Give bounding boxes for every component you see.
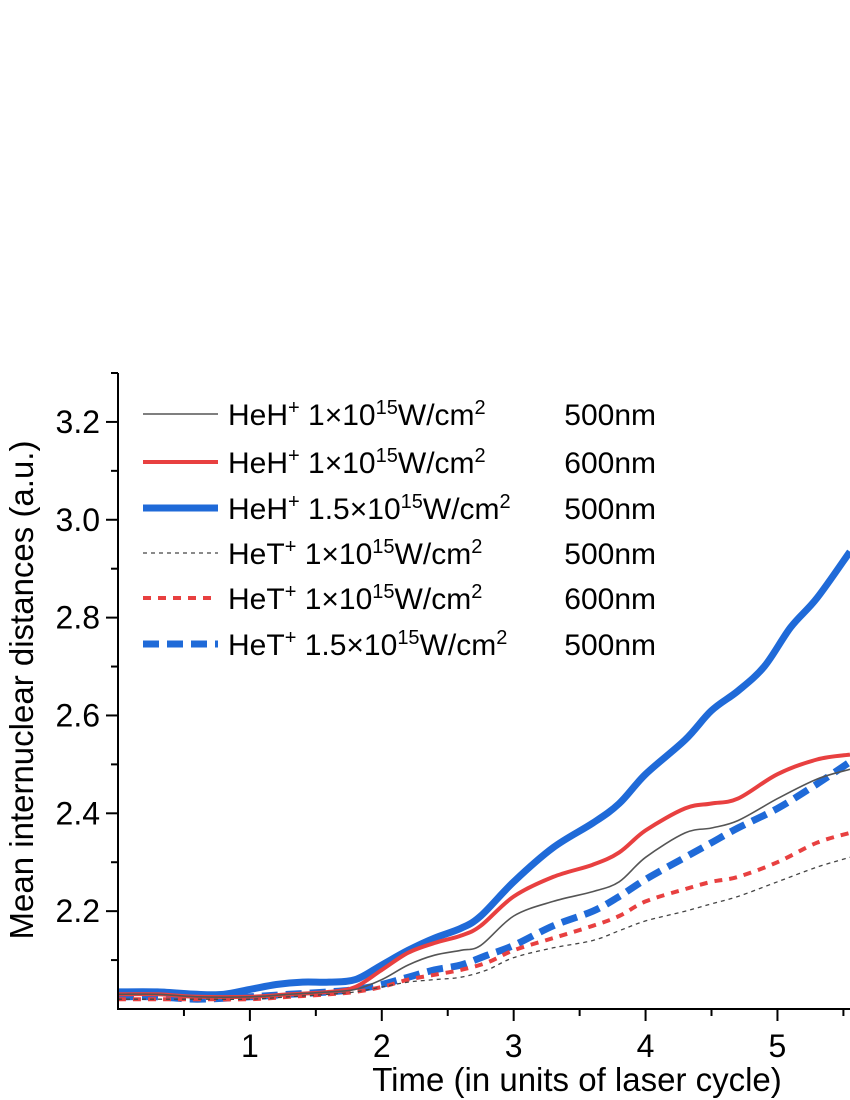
legend-text-part: W/cm [423,493,500,526]
legend-superscript: + [285,627,297,649]
y-tick-label: 2.8 [56,600,100,636]
series-line-2 [118,752,850,1000]
legend-superscript: 15 [372,536,394,558]
plot-lines [118,549,850,1003]
legend-superscript: 15 [376,397,398,419]
legend-text-part: 1×10 [300,399,376,432]
legend-wavelength: 600nm [564,447,656,480]
legend-superscript: 2 [496,627,507,649]
legend-superscript: 15 [376,445,398,467]
x-tick-label: 5 [769,1028,787,1064]
series-line-4 [118,856,850,1001]
legend-label: HeT+ 1×1015W/cm2 [228,536,482,571]
legend-wavelength: 500nm [564,629,656,662]
legend-text-part: W/cm [398,447,475,480]
y-tick-label: 3.0 [56,502,100,538]
legend-superscript: 2 [475,445,486,467]
legend-entry-1: HeH+ 1×1015W/cm2 500nm [143,397,656,432]
legend-text-part: W/cm [420,629,497,662]
legend-label: HeT+ 1×1015W/cm2 [228,581,482,616]
legend-label: HeT+ 1.5×1015W/cm2 [228,627,507,662]
legend-entry-4: HeT+ 1×1015W/cm2 500nm [143,536,656,571]
legend-text-part: HeH [228,399,288,432]
legend-superscript: 2 [475,397,486,419]
legend-superscript: 15 [372,581,394,603]
legend-superscript: 2 [500,491,511,513]
legend-text-part: 1.5×10 [300,493,401,526]
legend-text-part: HeH [228,493,288,526]
legend-superscript: 2 [471,536,482,558]
legend-wavelength: 500nm [564,538,656,571]
legend-superscript: + [288,397,300,419]
legend-superscript: 15 [397,627,419,649]
legend-text-part: 1.5×10 [296,629,397,662]
axes [106,372,850,1021]
legend-entry-5: HeT+ 1×1015W/cm2 600nm [143,581,656,616]
x-axis-title: Time (in units of laser cycle) [372,1061,782,1098]
legend-text-part: W/cm [395,538,472,571]
x-tick-label: 3 [505,1028,523,1064]
series-line-3 [118,549,850,999]
legend-text-part: HeT [228,538,285,571]
legend-label: HeH+ 1×1015W/cm2 [228,397,486,432]
legend-label: HeH+ 1.5×1015W/cm2 [228,491,511,526]
x-tick-label: 1 [241,1028,259,1064]
legend-superscript: + [288,445,300,467]
legend-superscript: 2 [471,581,482,603]
y-tick-label: 2.4 [56,795,100,831]
legend-text-part: HeH [228,447,288,480]
legend-label: HeH+ 1×1015W/cm2 [228,445,486,480]
y-tick-label: 3.2 [56,404,100,440]
series-line-5 [118,830,850,1002]
y-tick-label: 2.2 [56,893,100,929]
x-tick-label: 2 [373,1028,391,1064]
legend-wavelength: 500nm [564,399,656,432]
legend-superscript: + [288,491,300,513]
legend-text-part: 1×10 [296,583,372,616]
legend-text-part: HeT [228,629,285,662]
legend-text-part: W/cm [395,583,472,616]
legend-entry-6: HeT+ 1.5×1015W/cm2 500nm [143,627,656,662]
legend-superscript: 15 [401,491,423,513]
y-axis-title: Mean internuclear distances (a.u.) [3,441,40,940]
legend-wavelength: 500nm [564,493,656,526]
legend-text-part: W/cm [398,399,475,432]
x-tick-label: 4 [637,1028,655,1064]
legend-text-part: 1×10 [296,538,372,571]
legend-wavelength: 600nm [564,583,656,616]
legend-entry-3: HeH+ 1.5×1015W/cm2 500nm [143,491,656,526]
series-line-6 [118,758,850,1003]
y-tick-label: 2.6 [56,697,100,733]
legend-text-part: HeT [228,583,285,616]
tick-labels: 1 2 3 4 5 2.2 2.4 2.6 2.8 3.0 3.2 [56,404,787,1064]
series-line-1 [118,768,850,998]
legend-superscript: + [285,581,297,603]
legend-entry-2: HeH+ 1×1015W/cm2 600nm [143,445,656,480]
legend-text-part: 1×10 [300,447,376,480]
legend-superscript: + [285,536,297,558]
